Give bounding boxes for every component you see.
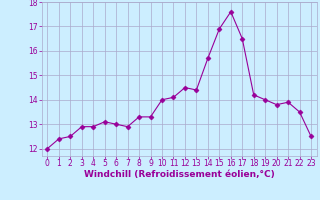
X-axis label: Windchill (Refroidissement éolien,°C): Windchill (Refroidissement éolien,°C) bbox=[84, 170, 275, 179]
